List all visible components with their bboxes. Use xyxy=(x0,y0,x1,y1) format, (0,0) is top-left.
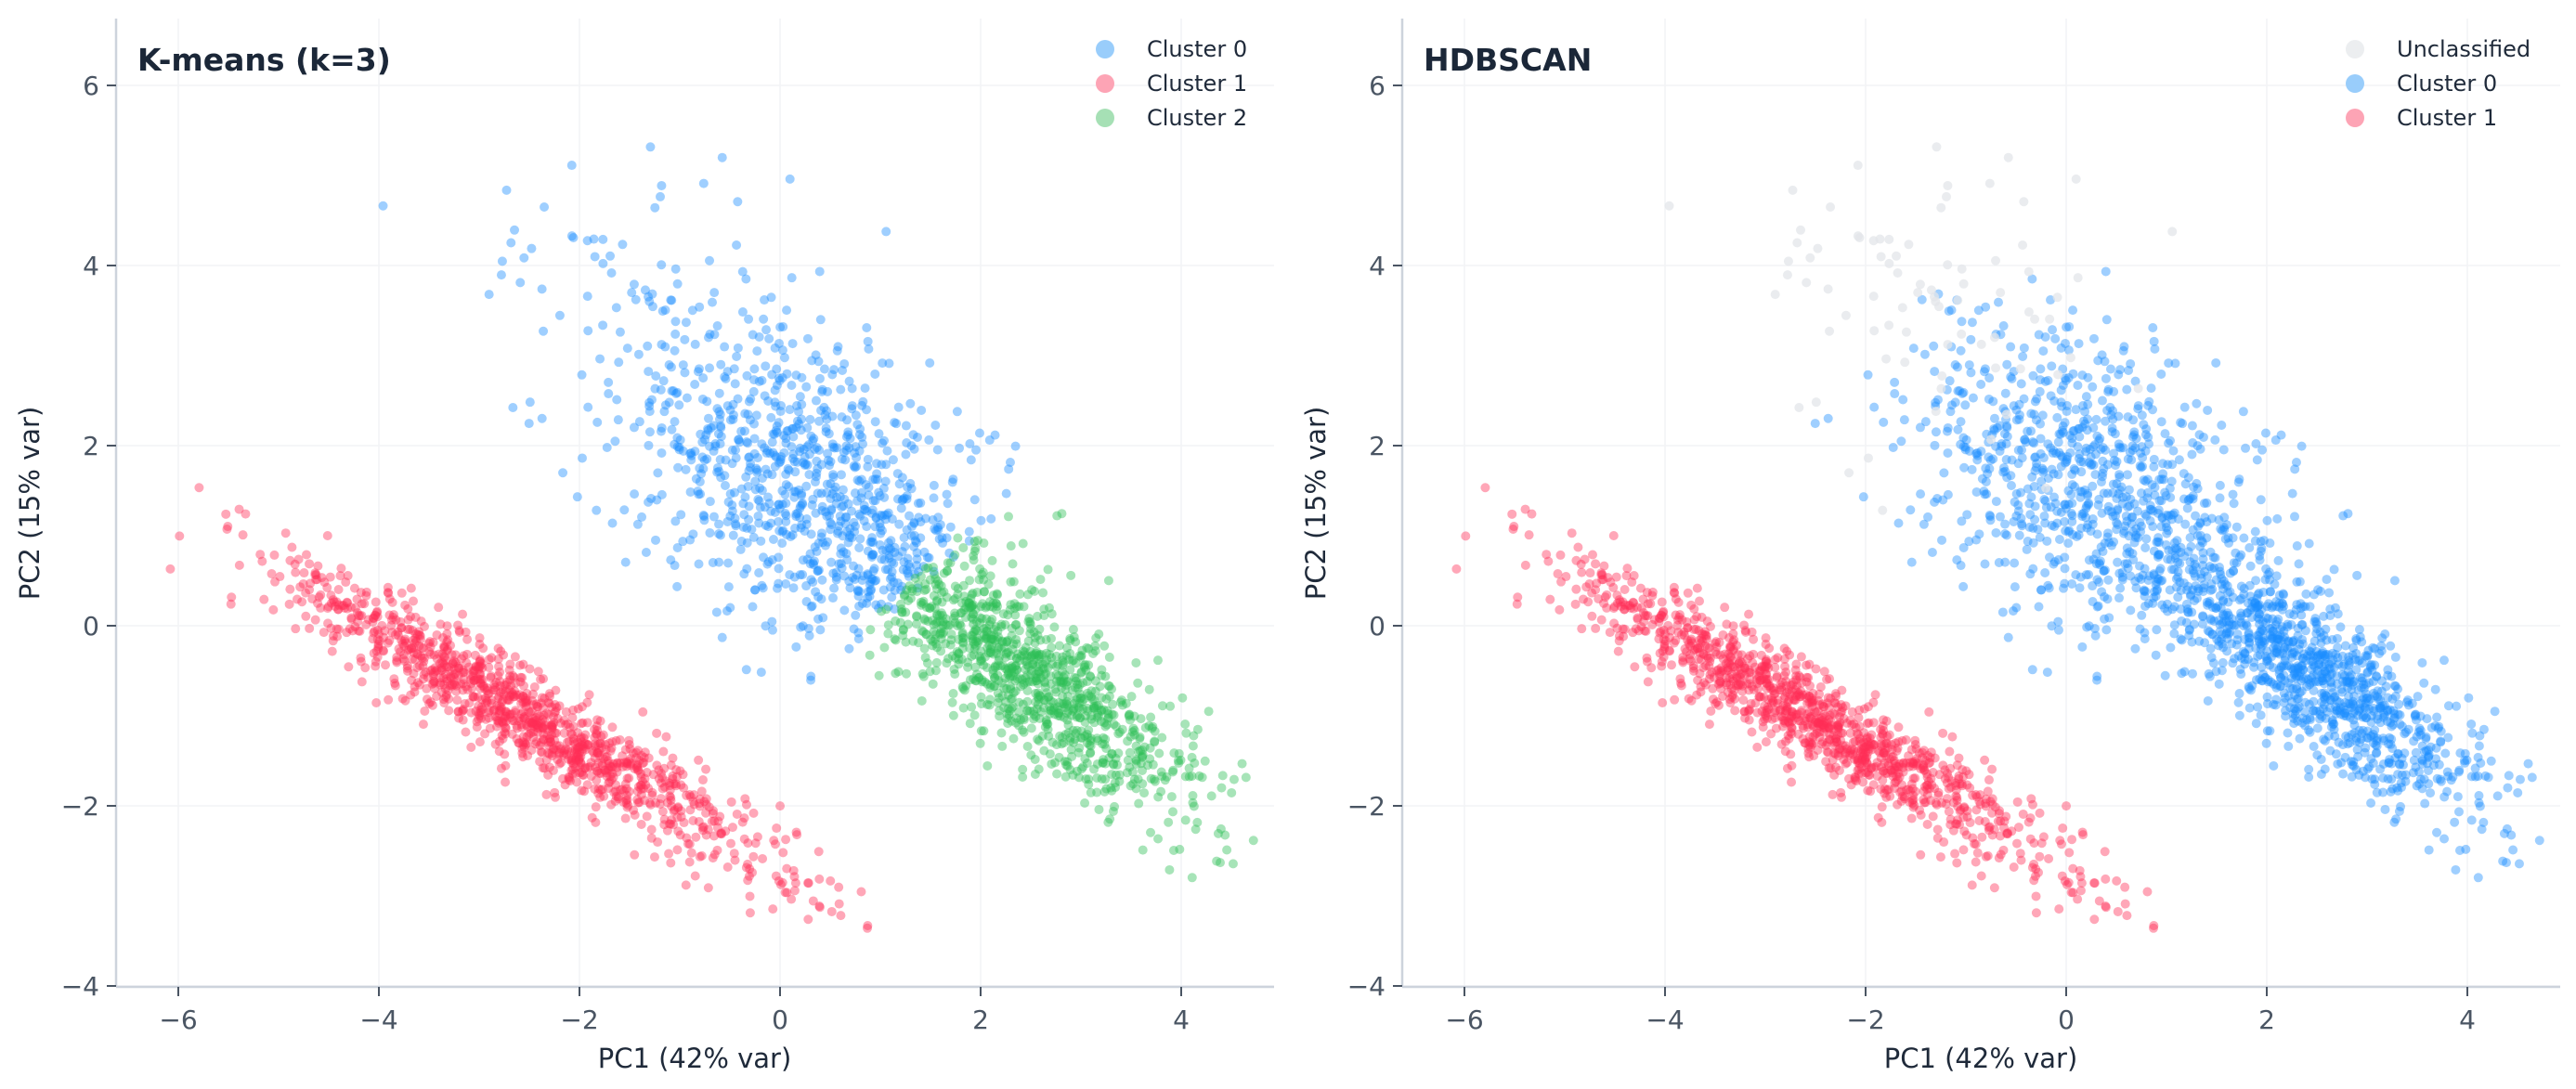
axes: −6 −4 −2 0 2 4 −4 −2 0 2 4 6 xyxy=(61,19,1274,1035)
legend-marker-cluster-1 xyxy=(2346,109,2364,127)
legend: Cluster 0 Cluster 1 Cluster 2 xyxy=(1096,36,1247,131)
svg-text:4: 4 xyxy=(83,251,99,281)
legend-label: Cluster 2 xyxy=(1147,105,1247,131)
svg-text:0: 0 xyxy=(772,1005,788,1035)
legend-marker-cluster-2 xyxy=(1096,109,1114,127)
legend-marker-cluster-0 xyxy=(1096,40,1114,58)
y-axis-label: PC2 (15% var) xyxy=(14,407,46,601)
panel-title: K-means (k=3) xyxy=(137,42,391,78)
panel-title: HDBSCAN xyxy=(1424,42,1592,78)
x-axis-label: PC1 (42% var) xyxy=(1884,1043,2078,1074)
legend-label: Cluster 0 xyxy=(2397,71,2497,97)
svg-text:−2: −2 xyxy=(61,791,99,822)
legend-label: Cluster 1 xyxy=(2397,105,2497,131)
legend-label: Cluster 1 xyxy=(1147,71,1247,97)
svg-text:4: 4 xyxy=(1173,1005,1190,1035)
svg-text:−6: −6 xyxy=(159,1005,197,1035)
legend: Unclassified Cluster 0 Cluster 1 xyxy=(2346,36,2530,131)
y-axis-label: PC2 (15% var) xyxy=(1300,407,1332,601)
legend-marker-cluster-1 xyxy=(1096,74,1114,93)
svg-text:6: 6 xyxy=(83,71,99,101)
kmeans-panel: −6 −4 −2 0 2 4 −4 −2 0 2 4 6 K-means (k=3) PC1 (42%… xyxy=(14,19,1274,1074)
legend-label: Unclassified xyxy=(2397,36,2530,62)
legend-marker-cluster-0 xyxy=(2346,74,2364,93)
scatter-points xyxy=(165,142,1258,933)
svg-text:−2: −2 xyxy=(560,1005,598,1035)
svg-text:−4: −4 xyxy=(61,971,99,1002)
svg-text:0: 0 xyxy=(83,611,99,642)
scatter-points xyxy=(1451,142,2544,933)
svg-text:2: 2 xyxy=(972,1005,989,1035)
legend-marker-unclassified xyxy=(2346,40,2364,58)
svg-text:−4: −4 xyxy=(359,1005,397,1035)
legend-label: Cluster 0 xyxy=(1147,36,1247,62)
svg-text:2: 2 xyxy=(83,431,99,461)
x-axis-label: PC1 (42% var) xyxy=(598,1043,792,1074)
